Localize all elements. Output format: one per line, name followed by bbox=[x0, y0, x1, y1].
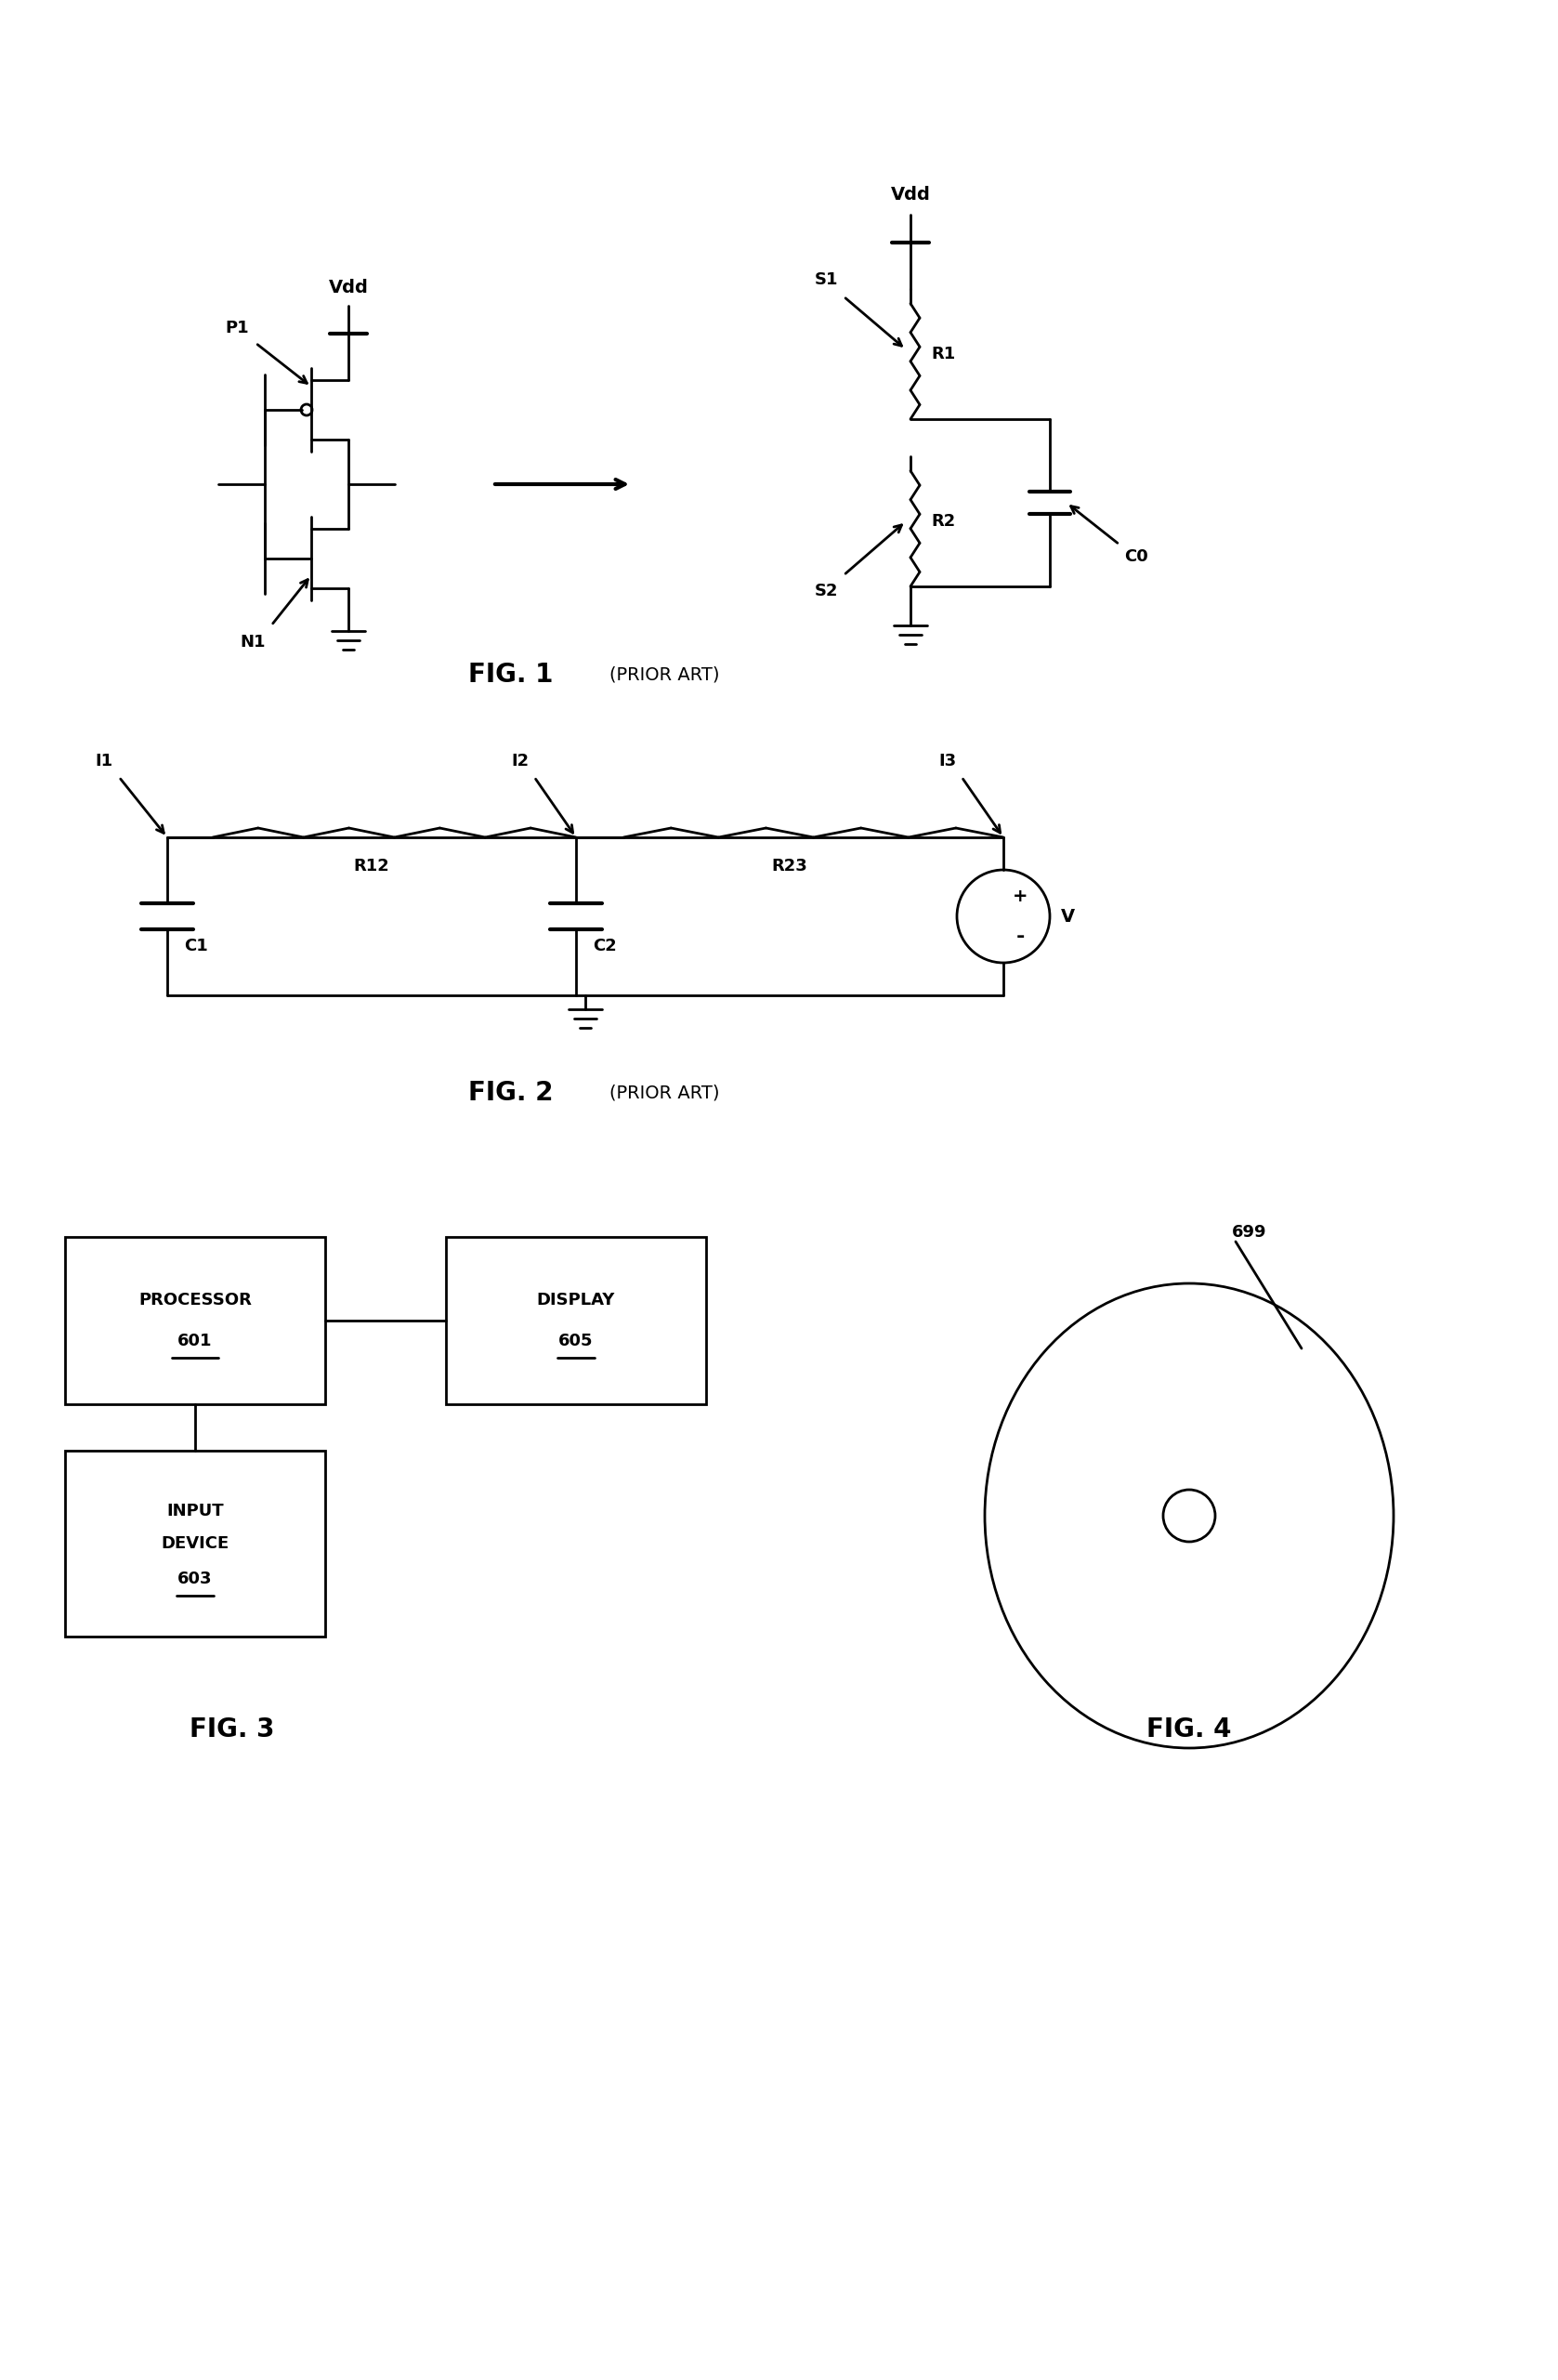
FancyBboxPatch shape bbox=[65, 1452, 326, 1637]
Text: R2: R2 bbox=[930, 514, 955, 531]
Text: (PRIOR ART): (PRIOR ART) bbox=[609, 666, 720, 683]
Text: R12: R12 bbox=[354, 857, 390, 873]
Text: 601: 601 bbox=[178, 1333, 212, 1349]
Text: Vdd: Vdd bbox=[891, 186, 930, 205]
Text: S1: S1 bbox=[815, 271, 838, 288]
Text: R1: R1 bbox=[930, 345, 955, 362]
Text: P1: P1 bbox=[224, 319, 249, 336]
Text: I1: I1 bbox=[95, 752, 112, 769]
Text: I3: I3 bbox=[939, 752, 957, 769]
FancyBboxPatch shape bbox=[446, 1238, 706, 1404]
Text: 603: 603 bbox=[178, 1571, 212, 1587]
Text: R23: R23 bbox=[771, 857, 807, 873]
Text: FIG. 2: FIG. 2 bbox=[469, 1081, 553, 1107]
Text: Vdd: Vdd bbox=[329, 278, 368, 298]
Text: -: - bbox=[1016, 928, 1025, 947]
Text: (PRIOR ART): (PRIOR ART) bbox=[609, 1083, 720, 1102]
Text: 699: 699 bbox=[1232, 1223, 1267, 1240]
FancyBboxPatch shape bbox=[65, 1238, 326, 1404]
Text: FIG. 3: FIG. 3 bbox=[190, 1716, 274, 1742]
Text: C0: C0 bbox=[1125, 547, 1148, 564]
Text: DEVICE: DEVICE bbox=[160, 1535, 229, 1552]
Text: C1: C1 bbox=[184, 938, 207, 954]
Text: C2: C2 bbox=[592, 938, 617, 954]
Text: +: + bbox=[1013, 888, 1028, 904]
Text: N1: N1 bbox=[240, 633, 265, 650]
Text: S2: S2 bbox=[815, 583, 838, 600]
Text: V: V bbox=[1061, 907, 1075, 926]
Text: DISPLAY: DISPLAY bbox=[538, 1292, 615, 1309]
Text: 605: 605 bbox=[559, 1333, 594, 1349]
Text: INPUT: INPUT bbox=[167, 1502, 224, 1518]
Text: FIG. 1: FIG. 1 bbox=[469, 662, 553, 688]
Text: PROCESSOR: PROCESSOR bbox=[139, 1292, 252, 1309]
Text: FIG. 4: FIG. 4 bbox=[1147, 1716, 1232, 1742]
Text: I2: I2 bbox=[511, 752, 530, 769]
